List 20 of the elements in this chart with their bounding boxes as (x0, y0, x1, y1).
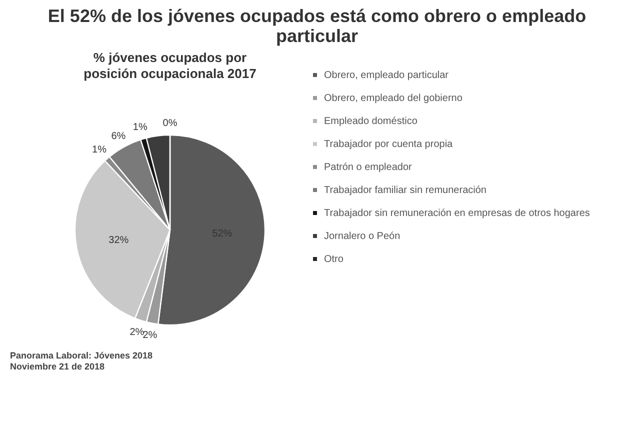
legend-label: Obrero, empleado del gobierno (324, 93, 463, 104)
chart-subtitle: % jóvenes ocupados por posición ocupacionala 2017 (84, 50, 256, 81)
text: 0% (162, 118, 178, 129)
legend-label: Empleado doméstico (324, 116, 418, 127)
data-label: 6% (111, 131, 126, 142)
legend-label: Trabajador por cuenta propia (324, 139, 454, 150)
legend-label: Obrero, empleado particular (324, 70, 450, 81)
legend-label: Patrón o empleador (324, 162, 412, 173)
text: Panorama Laboral: Jóvenes 2018 (10, 350, 153, 360)
legend-label: Jornalero o Peón (324, 231, 400, 242)
data-label: 2% (142, 330, 158, 342)
legend-label: Trabajador familiar sin remuneración (324, 185, 486, 196)
text: Noviembre 21 de 2018 (10, 362, 105, 372)
data-label: 2% (130, 326, 144, 338)
data-label: 1% (132, 122, 148, 134)
chart-title: El 52% de los jóvenes ocupados está como obrero o empleado particular (48, 6, 586, 46)
data-label: 1% (92, 144, 107, 156)
data-label: 32% (108, 234, 129, 246)
legend-label: Trabajador sin remuneración en empresas de otros hogares (324, 208, 590, 219)
legend-label: Otro (324, 254, 344, 265)
